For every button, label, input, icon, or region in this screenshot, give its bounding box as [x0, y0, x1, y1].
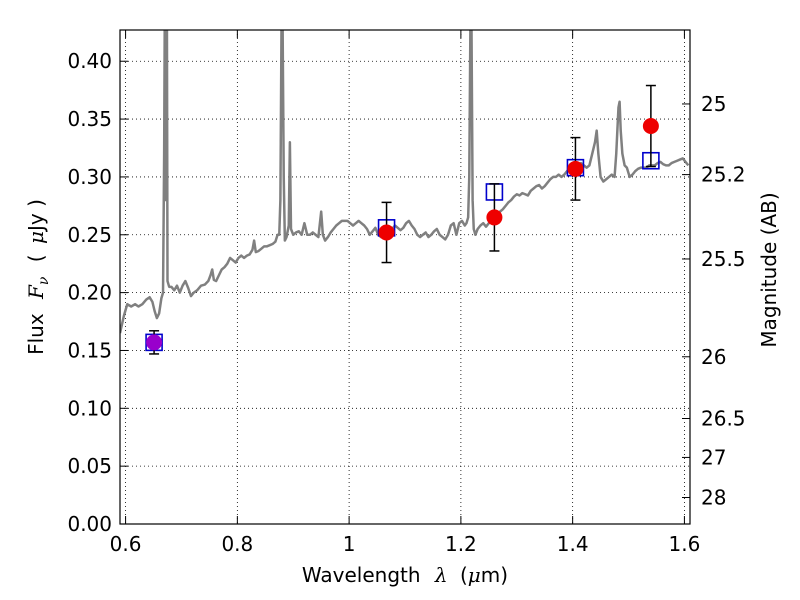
- y-tick-label: 0.00: [67, 512, 112, 536]
- observed-flux-point: [642, 118, 659, 135]
- observed-flux-point: [378, 224, 395, 241]
- grid-lines: [120, 30, 690, 524]
- plot-frame: [119, 29, 691, 525]
- y-axis-label: Flux Fν ( μJy ): [24, 199, 53, 355]
- x-tick-label: 1.4: [557, 532, 589, 556]
- y-tick-label: 0.35: [67, 107, 112, 131]
- y-tick-label: 0.05: [67, 454, 112, 478]
- magnitude-tick-label: 25.5: [701, 247, 746, 271]
- y-tick-label: 0.20: [67, 281, 112, 305]
- magnitude-tick-label: 26.5: [701, 406, 746, 430]
- y-tick-label: 0.30: [67, 165, 112, 189]
- photometry-markers: [145, 84, 660, 355]
- observed-flux-point: [486, 209, 503, 226]
- magnitude-axis-label: Magnitude (AB): [757, 192, 781, 347]
- model-sed-line: [120, 30, 690, 334]
- magnitude-tick-label: 27: [701, 445, 726, 469]
- plot-area: [120, 30, 690, 334]
- x-tick-label: 1: [343, 532, 356, 556]
- y-tick-label: 0.40: [67, 49, 112, 73]
- magnitude-tick-label: 26: [701, 345, 726, 369]
- observed-flux-point: [146, 334, 163, 351]
- y-tick-label: 0.10: [67, 396, 112, 420]
- magnitude-tick-label: 28: [701, 485, 726, 509]
- x-tick-label: 1.2: [445, 532, 477, 556]
- x-axis-label: Wavelength λ (μm): [302, 563, 508, 587]
- x-tick-label: 0.8: [221, 532, 253, 556]
- x-tick-label: 0.6: [110, 532, 142, 556]
- magnitude-tick-label: 25.2: [701, 163, 746, 187]
- y-tick-label: 0.15: [67, 338, 112, 362]
- y-tick-label: 0.25: [67, 223, 112, 247]
- magnitude-tick-label: 25: [701, 92, 726, 116]
- axis-ticks: 0.6 0.8 1 1.2 1.4 1.6 0.00 0.05 0.10 0.15 0.20 0.25…: [67, 30, 746, 556]
- x-tick-label: 1.6: [669, 532, 701, 556]
- observed-flux-point: [567, 160, 584, 177]
